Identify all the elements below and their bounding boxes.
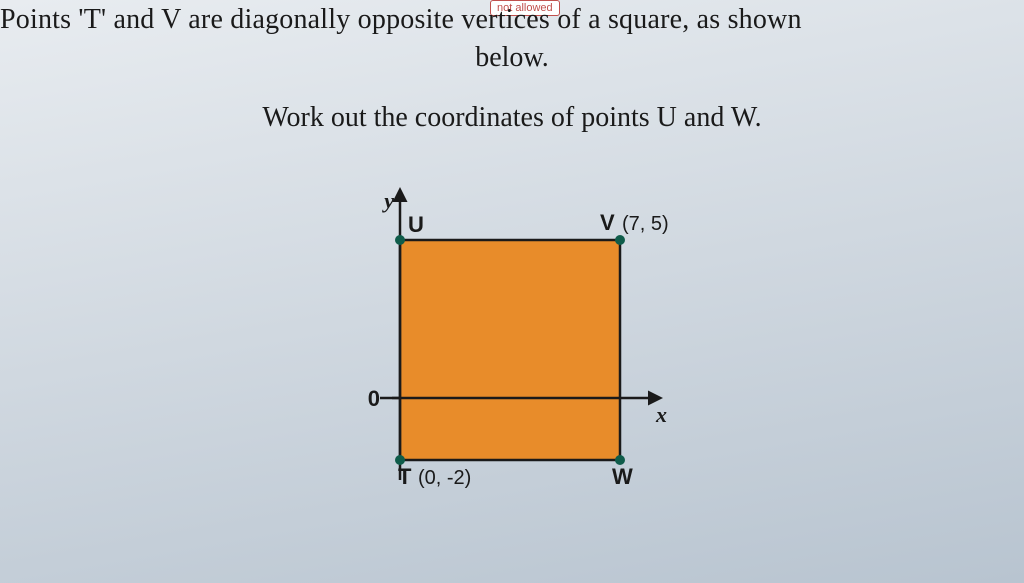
coords-V: (7, 5) bbox=[622, 213, 669, 235]
coords-T: (0, -2) bbox=[418, 467, 471, 489]
text-fragment: are diagonally opposite vertices of a sq… bbox=[181, 4, 802, 35]
origin-label: 0 bbox=[368, 386, 380, 411]
y-axis-label: y bbox=[381, 188, 394, 213]
point-T-ref: T bbox=[84, 4, 101, 35]
diagram-container: 0 y x U V (7, 5) T (0, -2) W bbox=[330, 180, 690, 580]
label-U: U bbox=[408, 212, 424, 237]
point-W-ref: W bbox=[731, 102, 755, 133]
label-W: W bbox=[612, 464, 633, 489]
square-shape bbox=[400, 240, 620, 460]
text-fragment: Points ' bbox=[0, 4, 84, 35]
label-V: V bbox=[600, 210, 615, 235]
point-U-ref: U bbox=[657, 102, 677, 133]
question-line-1: Points 'T' and V are diagonally opposite… bbox=[0, 4, 1024, 36]
text-fragment: Work out the coordinates of points bbox=[262, 102, 656, 133]
text-fragment: and bbox=[677, 102, 731, 133]
point-V bbox=[615, 235, 625, 245]
text-fragment: ' and bbox=[101, 4, 161, 35]
question-line-3: Work out the coordinates of points U and… bbox=[0, 102, 1024, 134]
question-line-2: below. bbox=[0, 42, 1024, 74]
label-T: T bbox=[398, 464, 412, 489]
diagram-svg: 0 y x U V (7, 5) T (0, -2) W bbox=[330, 180, 690, 580]
text-fragment: . bbox=[755, 102, 762, 133]
x-axis-label: x bbox=[655, 402, 667, 427]
point-V-ref: V bbox=[161, 4, 181, 35]
point-U bbox=[395, 235, 405, 245]
